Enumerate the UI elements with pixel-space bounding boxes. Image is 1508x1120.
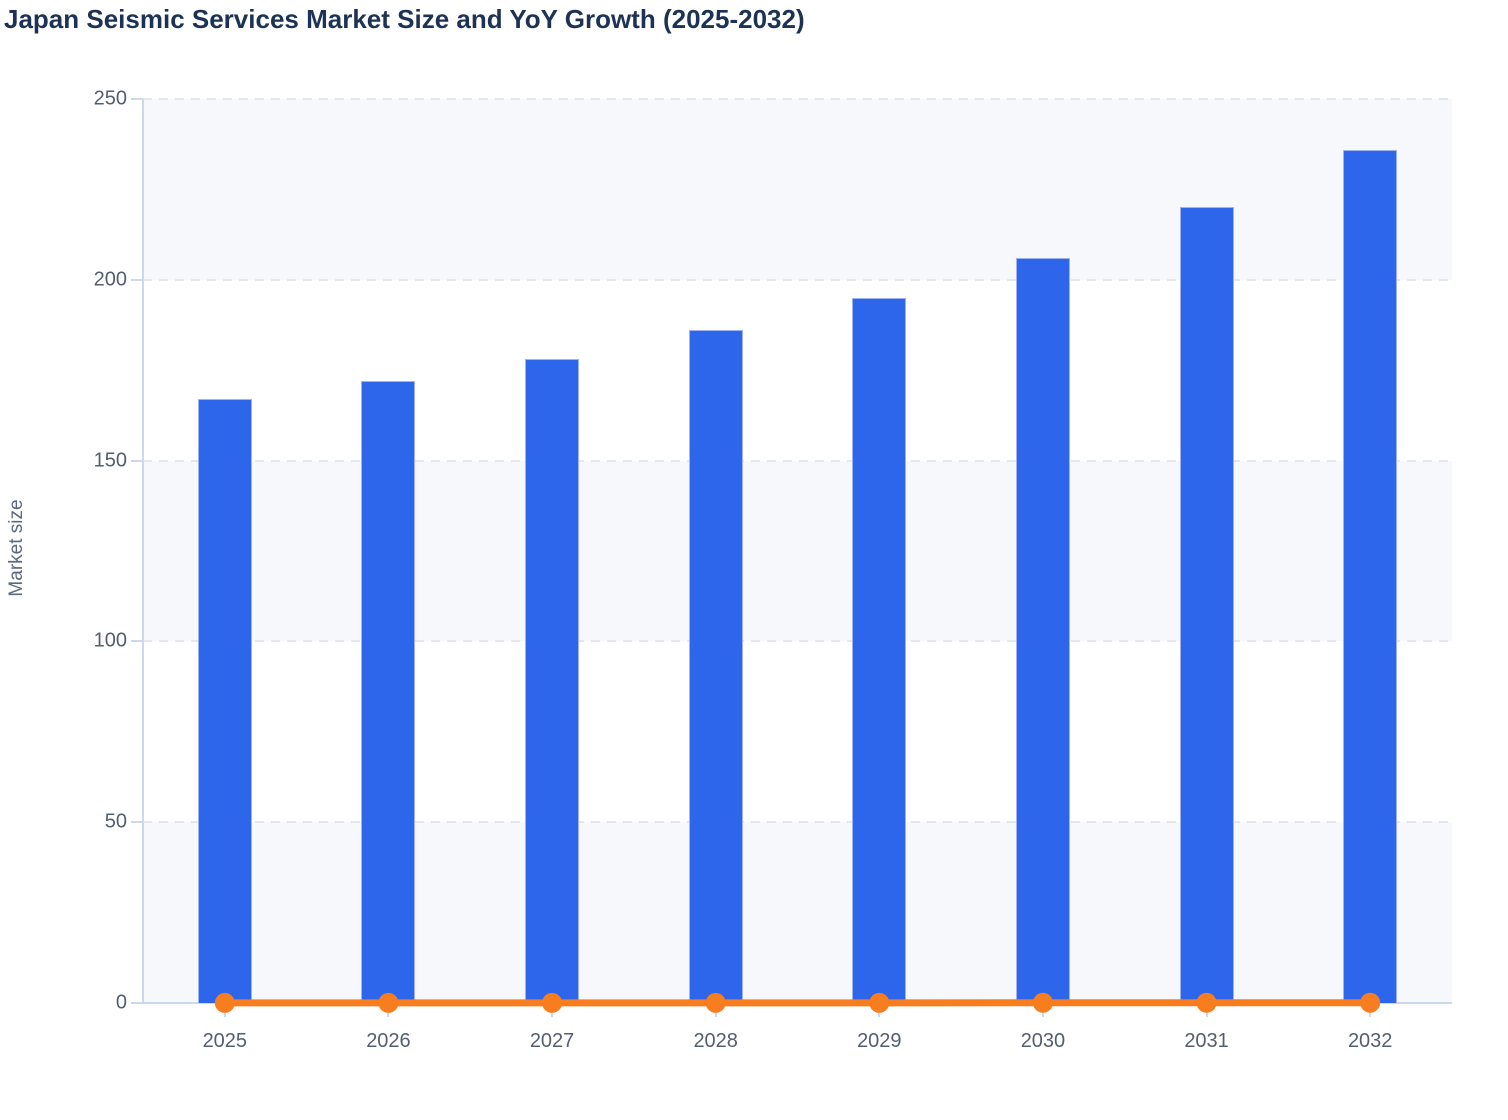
y-tick xyxy=(131,459,143,462)
y-tick-label: 250 xyxy=(93,87,127,110)
bar-2025[interactable] xyxy=(197,399,252,1003)
plot-band xyxy=(143,460,1452,642)
y-tick-label: 150 xyxy=(93,449,127,472)
x-tick-label: 2025 xyxy=(202,1030,248,1052)
yoy-point-2026[interactable] xyxy=(378,992,399,1013)
y-axis-title: Market size xyxy=(6,499,27,597)
plot-band xyxy=(143,99,1452,280)
bar-2030[interactable] xyxy=(1015,258,1070,1003)
y-tick-label: 0 xyxy=(115,991,127,1014)
bar-2032[interactable] xyxy=(1343,149,1398,1003)
gridline xyxy=(143,278,1452,281)
x-tick-label: 2028 xyxy=(693,1030,738,1052)
x-axis-line xyxy=(143,1002,1452,1004)
x-tick-label: 2032 xyxy=(1347,1030,1393,1052)
plot-band xyxy=(143,822,1452,1003)
y-axis-line xyxy=(142,99,144,1003)
yoy-point-2025[interactable] xyxy=(214,992,235,1013)
chart-title: Japan Seismic Services Market Size and Y… xyxy=(4,4,805,34)
bar-2028[interactable] xyxy=(688,330,743,1003)
y-tick xyxy=(131,278,143,281)
yoy-point-2032[interactable] xyxy=(1360,992,1381,1013)
yoy-point-2029[interactable] xyxy=(869,992,890,1013)
bar-2027[interactable] xyxy=(525,359,580,1003)
bar-2026[interactable] xyxy=(361,381,416,1003)
y-tick xyxy=(131,821,143,824)
yoy-point-2028[interactable] xyxy=(705,992,726,1013)
x-tick-label: 2030 xyxy=(1020,1030,1066,1052)
gridline xyxy=(143,98,1452,100)
gridline xyxy=(143,459,1452,462)
yoy-point-2027[interactable] xyxy=(542,992,563,1013)
x-tick-label: 2027 xyxy=(529,1030,575,1052)
y-tick xyxy=(131,640,143,643)
y-tick xyxy=(131,1002,143,1004)
x-tick-label: 2029 xyxy=(857,1030,902,1052)
y-tick-label: 100 xyxy=(93,629,127,652)
bar-2031[interactable] xyxy=(1179,207,1234,1003)
y-tick xyxy=(131,98,143,100)
yoy-point-2031[interactable] xyxy=(1196,992,1217,1013)
y-tick-label: 200 xyxy=(93,268,127,291)
gridline xyxy=(143,821,1452,824)
gridline xyxy=(143,640,1452,643)
bar-2029[interactable] xyxy=(852,297,907,1003)
y-tick-label: 50 xyxy=(104,810,127,833)
x-tick-label: 2031 xyxy=(1184,1030,1229,1052)
x-tick-label: 2026 xyxy=(366,1030,411,1052)
yoy-point-2030[interactable] xyxy=(1032,992,1053,1013)
